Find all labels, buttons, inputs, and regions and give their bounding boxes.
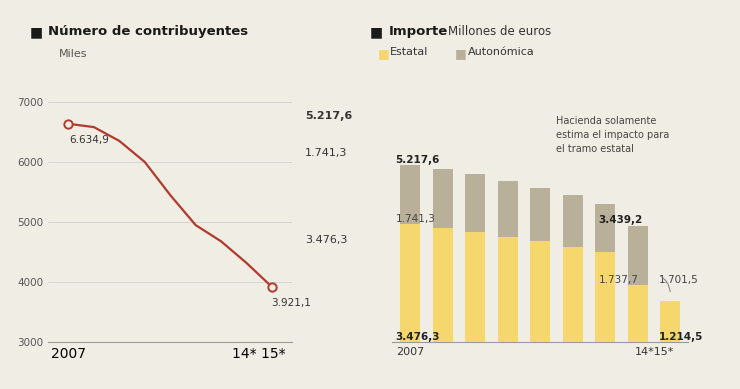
Text: 1.701,5: 1.701,5 [659, 275, 699, 285]
Text: ■: ■ [30, 25, 43, 39]
Bar [595, 252, 616, 342]
Text: 1.737,7: 1.737,7 [599, 275, 639, 285]
Text: 6.634,9: 6.634,9 [70, 135, 110, 145]
Text: Hacienda solamente
estima el impacto para
el tramo estatal: Hacienda solamente estima el impacto par… [556, 116, 670, 154]
Bar [465, 232, 485, 342]
Bar [562, 196, 583, 247]
Bar [628, 285, 648, 342]
Bar [497, 237, 518, 342]
Bar [433, 228, 453, 342]
Text: 1.214,5: 1.214,5 [659, 331, 703, 342]
Text: Millones de euros: Millones de euros [448, 25, 551, 38]
Text: Estatal: Estatal [390, 47, 428, 58]
Text: 1.741,3: 1.741,3 [305, 148, 347, 158]
Bar [497, 181, 518, 237]
Text: 5.217,6: 5.217,6 [395, 155, 440, 165]
Text: 5.217,6: 5.217,6 [305, 111, 352, 121]
Bar [433, 169, 453, 228]
Text: 3.439,2: 3.439,2 [599, 215, 643, 225]
Bar [465, 174, 485, 232]
Text: Autonómica: Autonómica [468, 47, 534, 58]
Text: 3.476,3: 3.476,3 [305, 235, 347, 245]
Bar [400, 165, 420, 224]
Bar [400, 224, 420, 342]
Text: ■: ■ [455, 47, 467, 60]
Bar [660, 301, 680, 342]
Bar [530, 241, 551, 342]
Text: Importe: Importe [388, 25, 448, 38]
Bar [562, 247, 583, 342]
Text: 3.476,3: 3.476,3 [395, 331, 440, 342]
Bar [530, 187, 551, 241]
Text: Miles: Miles [59, 49, 88, 59]
Text: 3.921,1: 3.921,1 [271, 298, 311, 308]
Text: ■: ■ [370, 25, 383, 39]
Text: 1.741,3: 1.741,3 [395, 214, 435, 224]
Text: ■: ■ [377, 47, 389, 60]
Bar [628, 226, 648, 285]
Bar [595, 204, 616, 252]
Text: Número de contribuyentes: Número de contribuyentes [48, 25, 248, 38]
